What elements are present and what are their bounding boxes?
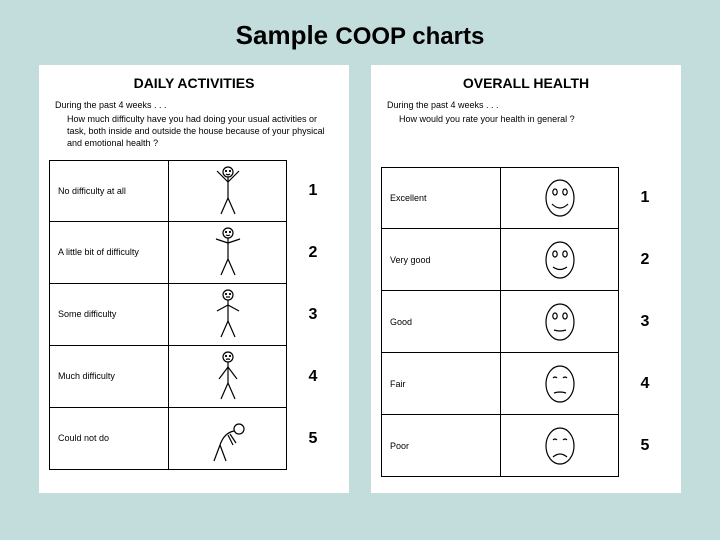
- chart-title: OVERALL HEALTH: [381, 75, 671, 91]
- table-row: Some difficulty 3: [49, 284, 339, 346]
- prompt-lead: During the past 4 weeks . . .: [387, 99, 665, 111]
- chart-grid: Excellent 1 Very good: [381, 167, 671, 477]
- row-label: Much difficulty: [49, 346, 169, 408]
- row-number: 5: [287, 408, 339, 470]
- chart-prompt: During the past 4 weeks . . . How much d…: [49, 99, 339, 150]
- chart-prompt: During the past 4 weeks . . . How would …: [381, 99, 671, 125]
- title-part1: Sample: [236, 20, 329, 50]
- face-icon: [541, 176, 579, 220]
- row-number: 4: [287, 346, 339, 408]
- row-icon-cell: [501, 167, 619, 229]
- table-row: A little bit of difficulty 2: [49, 222, 339, 284]
- stick-figure-icon: [211, 349, 245, 403]
- table-row: Fair 4: [381, 353, 671, 415]
- row-number: 2: [287, 222, 339, 284]
- table-row: No difficulty at all 1: [49, 160, 339, 222]
- table-row: Good 3: [381, 291, 671, 353]
- row-number: 3: [287, 284, 339, 346]
- row-label: No difficulty at all: [49, 160, 169, 222]
- face-icon: [541, 362, 579, 406]
- row-icon-cell: [169, 408, 287, 470]
- row-label: Excellent: [381, 167, 501, 229]
- face-icon: [541, 238, 579, 282]
- row-icon-cell: [169, 346, 287, 408]
- prompt-question: How much difficulty have you had doing y…: [55, 113, 333, 149]
- chart-daily-activities: DAILY ACTIVITIES During the past 4 weeks…: [39, 65, 349, 493]
- table-row: Excellent 1: [381, 167, 671, 229]
- row-number: 2: [619, 229, 671, 291]
- charts-row: DAILY ACTIVITIES During the past 4 weeks…: [0, 65, 720, 493]
- stick-figure-icon: [211, 287, 245, 341]
- table-row: Could not do 5: [49, 408, 339, 470]
- row-label: Good: [381, 291, 501, 353]
- row-icon-cell: [501, 353, 619, 415]
- row-icon-cell: [501, 415, 619, 477]
- stick-figure-icon: [211, 164, 245, 218]
- row-number: 3: [619, 291, 671, 353]
- row-icon-cell: [169, 284, 287, 346]
- stick-figure-icon: [211, 225, 245, 279]
- row-label: Could not do: [49, 408, 169, 470]
- chart-grid: No difficulty at all 1: [49, 160, 339, 470]
- row-label: Poor: [381, 415, 501, 477]
- table-row: Poor 5: [381, 415, 671, 477]
- row-number: 1: [619, 167, 671, 229]
- row-label: Some difficulty: [49, 284, 169, 346]
- face-icon: [541, 424, 579, 468]
- table-row: Very good 2: [381, 229, 671, 291]
- face-icon: [541, 300, 579, 344]
- chart-overall-health: OVERALL HEALTH During the past 4 weeks .…: [371, 65, 681, 493]
- row-icon-cell: [169, 222, 287, 284]
- prompt-question: How would you rate your health in genera…: [387, 113, 665, 125]
- row-label: Fair: [381, 353, 501, 415]
- row-number: 1: [287, 160, 339, 222]
- row-icon-cell: [169, 160, 287, 222]
- row-number: 4: [619, 353, 671, 415]
- page-title: Sample COOP charts: [0, 0, 720, 65]
- row-label: A little bit of difficulty: [49, 222, 169, 284]
- title-part2: COOP charts: [335, 23, 484, 50]
- row-icon-cell: [501, 229, 619, 291]
- row-number: 5: [619, 415, 671, 477]
- prompt-lead: During the past 4 weeks . . .: [55, 99, 333, 111]
- table-row: Much difficulty 4: [49, 346, 339, 408]
- row-icon-cell: [501, 291, 619, 353]
- stick-figure-icon: [206, 411, 250, 465]
- row-label: Very good: [381, 229, 501, 291]
- chart-title: DAILY ACTIVITIES: [49, 75, 339, 91]
